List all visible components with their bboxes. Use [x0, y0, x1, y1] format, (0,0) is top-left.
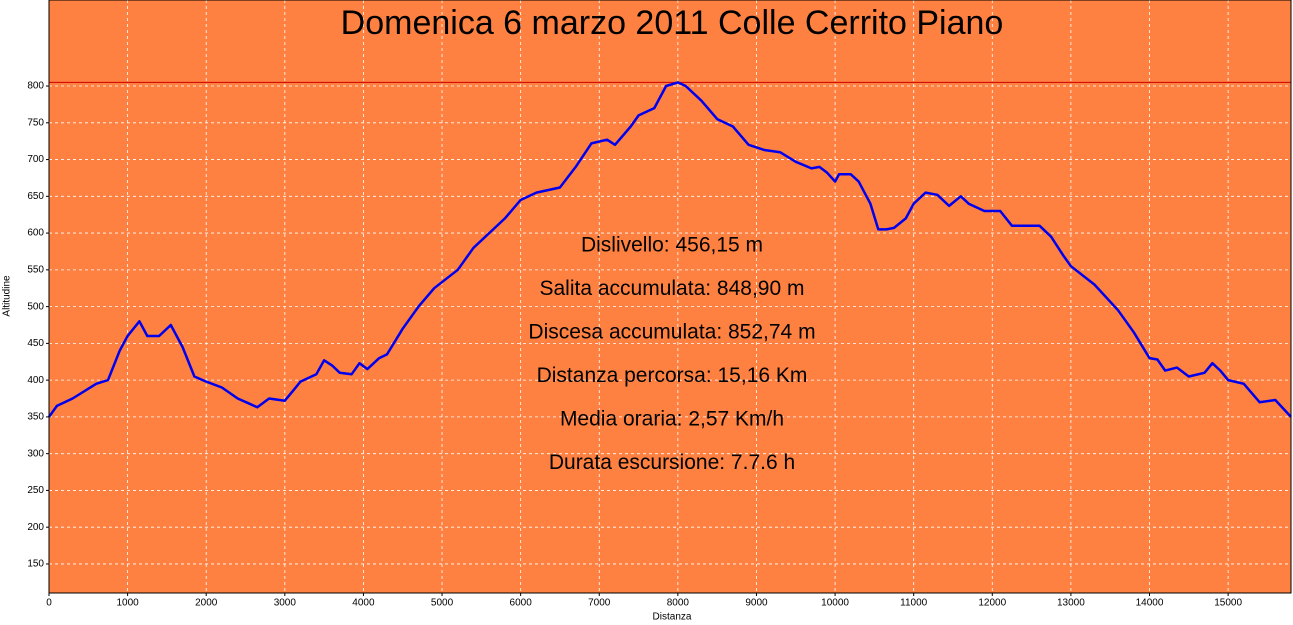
x-tick-label: 5000 — [431, 598, 454, 609]
x-tick-label: 3000 — [274, 598, 297, 609]
y-tick-label: 150 — [27, 559, 44, 570]
plot-frame — [48, 0, 1292, 594]
y-tick-label: 700 — [27, 154, 44, 165]
x-axis-label: Distanza — [653, 612, 692, 623]
annotation: Discesa accumulata: 852,74 m — [528, 321, 815, 344]
chart-title: Domenica 6 marzo 2011 Colle Cerrito Pian… — [341, 4, 1004, 42]
y-tick-label: 500 — [27, 301, 44, 312]
annotation: Distanza percorsa: 15,16 Km — [537, 364, 808, 387]
x-tick-label: 7000 — [588, 598, 611, 609]
x-tick-label: 9000 — [745, 598, 768, 609]
y-tick-label: 600 — [27, 228, 44, 239]
y-tick-label: 450 — [27, 338, 44, 349]
y-tick-label: 400 — [27, 375, 44, 386]
y-tick-label: 650 — [27, 191, 44, 202]
annotation: Dislivello: 456,15 m — [581, 234, 763, 257]
plot-background — [49, 0, 1291, 593]
x-tick-label: 10000 — [821, 598, 849, 609]
y-tick-label: 200 — [27, 522, 44, 533]
x-tick-label: 2000 — [195, 598, 218, 609]
x-tick-label: 12000 — [978, 598, 1006, 609]
y-tick-label: 750 — [27, 117, 44, 128]
x-tick-label: 4000 — [352, 598, 375, 609]
y-tick-label: 300 — [27, 448, 44, 459]
x-tick-label: 1000 — [116, 598, 139, 609]
x-tick-label: 13000 — [1057, 598, 1085, 609]
x-tick-label: 8000 — [667, 598, 690, 609]
x-tick-label: 14000 — [1136, 598, 1164, 609]
annotation: Durata escursione: 7.7.6 h — [549, 451, 795, 474]
y-tick-label: 800 — [27, 81, 44, 92]
y-tick-label: 350 — [27, 412, 44, 423]
x-tick-label: 15000 — [1214, 598, 1242, 609]
elevation-line — [47, 81, 1292, 418]
x-tick-label: 11000 — [900, 598, 928, 609]
y-tick-label: 550 — [27, 264, 44, 275]
y-axis-label: Altitudine — [2, 275, 13, 317]
y-tick-label: 250 — [27, 485, 44, 496]
x-tick-label: 6000 — [510, 598, 533, 609]
annotation: Salita accumulata: 848,90 m — [540, 277, 805, 300]
x-tick-label: 0 — [46, 598, 52, 609]
annotation: Media oraria: 2,57 Km/h — [560, 408, 784, 431]
